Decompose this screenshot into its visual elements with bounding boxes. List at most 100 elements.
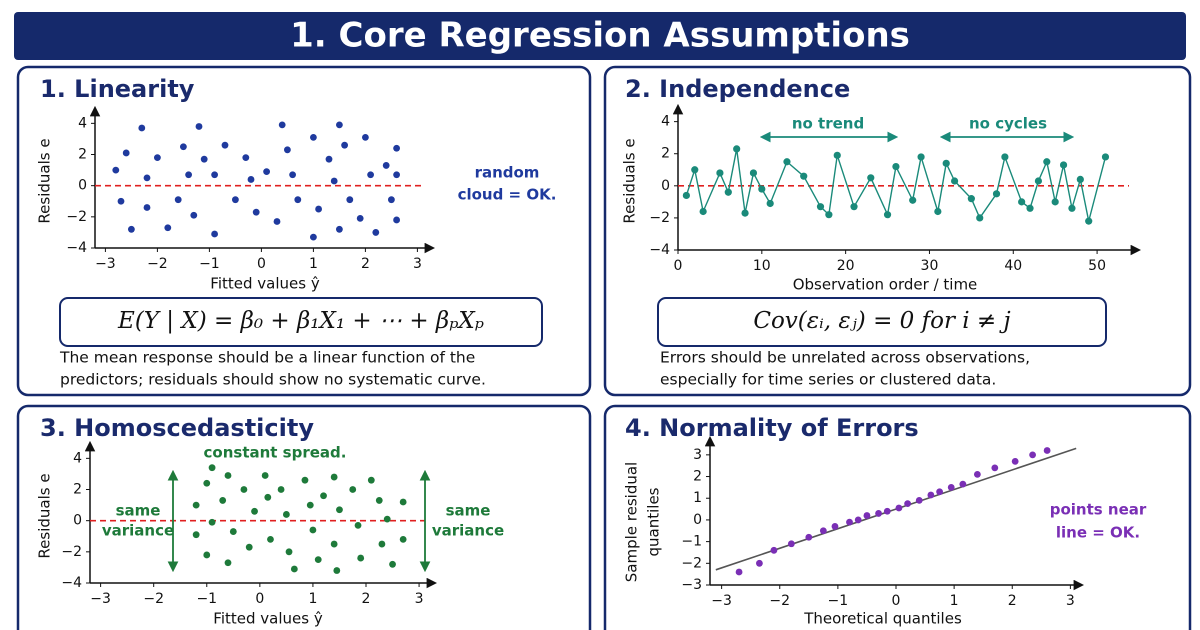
point: [959, 480, 967, 488]
point: [819, 527, 827, 535]
point: [251, 507, 258, 515]
point: [1101, 153, 1110, 161]
point: [699, 207, 707, 216]
point: [143, 174, 151, 182]
y-tick-label: 2: [693, 469, 702, 485]
point: [154, 154, 161, 162]
point: [800, 172, 808, 180]
point: [942, 159, 950, 167]
x-tick-label: −3: [90, 591, 111, 607]
point: [211, 230, 219, 238]
point: [1059, 161, 1068, 169]
point: [783, 158, 791, 166]
annotation: variance: [102, 522, 174, 540]
point: [122, 149, 130, 157]
point: [389, 560, 396, 568]
point: [127, 225, 135, 233]
point: [240, 486, 248, 493]
point: [976, 214, 984, 222]
y-tick-label: 2: [78, 147, 87, 163]
point: [992, 190, 1001, 198]
x-tick-label: 30: [921, 258, 939, 274]
x-axis-label: Observation order / time: [793, 276, 978, 294]
point: [947, 483, 955, 491]
x-tick-label: −1: [199, 256, 220, 272]
point: [242, 154, 250, 162]
point: [682, 191, 690, 200]
y-tick-label: −2: [681, 555, 702, 571]
x-tick-label: 3: [413, 256, 422, 272]
y-tick-label: 0: [73, 513, 82, 529]
point: [375, 497, 383, 504]
x-tick-label: 2: [362, 591, 371, 607]
point: [336, 506, 343, 514]
x-tick-label: 1: [308, 591, 317, 607]
point: [330, 540, 338, 548]
point: [294, 196, 302, 204]
point: [1034, 177, 1043, 185]
x-tick-label: 1: [309, 256, 318, 272]
point: [915, 497, 923, 504]
point: [805, 533, 813, 541]
point: [724, 188, 732, 196]
point: [904, 500, 912, 508]
formula-box: [657, 297, 1107, 347]
panel-title: 2. Independence: [625, 75, 850, 103]
x-tick-label: 2: [1008, 593, 1017, 609]
point: [1068, 204, 1076, 212]
point: [1018, 198, 1026, 206]
point: [883, 211, 892, 219]
point: [691, 166, 699, 174]
y-tick-label: 0: [78, 178, 87, 194]
x-axis-label: Theoretical quantiles: [803, 610, 962, 628]
point: [399, 498, 407, 506]
point: [393, 144, 400, 152]
point: [388, 196, 395, 204]
point: [362, 133, 369, 141]
point: [917, 153, 925, 161]
formula: Cov(εᵢ, εⱼ) = 0 for i ≠ j: [753, 308, 1010, 334]
point: [264, 493, 272, 501]
point: [224, 472, 232, 479]
point: [346, 196, 354, 204]
point: [393, 171, 400, 179]
point: [164, 224, 172, 232]
point: [875, 510, 882, 517]
y-tick-label: 2: [73, 482, 82, 498]
point: [382, 162, 390, 169]
point: [1043, 447, 1051, 454]
x-tick-label: 0: [255, 591, 264, 607]
point: [284, 146, 291, 154]
point: [273, 218, 281, 225]
annotation: points near: [1050, 501, 1147, 519]
point: [320, 492, 327, 500]
x-tick-label: −2: [143, 591, 164, 607]
y-tick-label: 3: [693, 447, 702, 463]
point: [309, 526, 317, 534]
point: [909, 196, 917, 204]
x-tick-label: 10: [753, 258, 771, 274]
point: [770, 546, 778, 554]
point: [735, 568, 743, 576]
point: [991, 464, 999, 472]
point: [367, 171, 374, 179]
point: [143, 204, 151, 211]
x-axis-label: Fitted values ŷ: [213, 610, 323, 628]
description: Errors should be unrelated across observ…: [660, 349, 1030, 367]
point: [252, 208, 260, 216]
point: [282, 511, 290, 518]
header-bar: [14, 12, 1186, 60]
point: [741, 209, 749, 217]
point: [951, 177, 959, 185]
point: [117, 197, 125, 205]
point: [1001, 153, 1009, 161]
point: [211, 171, 219, 179]
annotation: line = OK.: [1056, 524, 1140, 542]
point: [867, 174, 875, 182]
point: [1011, 457, 1019, 465]
point: [301, 476, 309, 484]
point: [825, 211, 833, 219]
point: [349, 486, 357, 493]
point: [356, 214, 364, 222]
